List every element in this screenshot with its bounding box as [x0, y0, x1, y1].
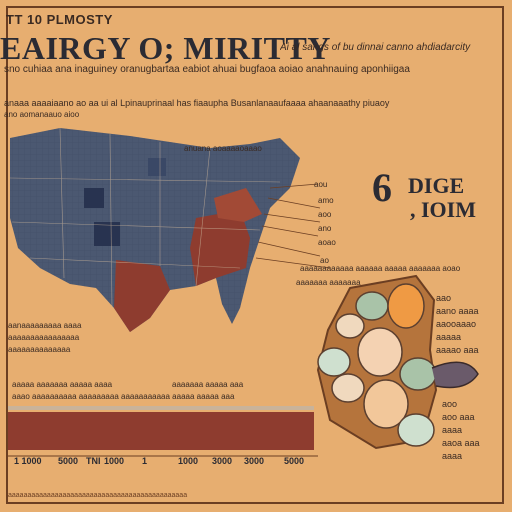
- intro-text: anaaa aaaaiaano ao aa ui al Lpinauprinaa…: [4, 98, 390, 108]
- stat-word: DIGE: [408, 173, 465, 198]
- stone-note: aaaaa: [436, 332, 462, 342]
- stone-note: aano aaaa: [436, 306, 479, 316]
- axis-tick: 1000: [178, 456, 199, 466]
- map-callout: aoao: [318, 238, 336, 247]
- stat-number: 6: [372, 165, 392, 210]
- chart-heading: aaaaaaa aaaaa aaa: [172, 380, 244, 389]
- left-note: aaaaaaaaaaaaaaaa: [8, 333, 80, 342]
- right-label: aaaaaaaaaaaa aaaaaa aaaaa aaaaaaa aoao: [300, 264, 461, 273]
- stat-unit: , IOIM: [410, 197, 476, 222]
- axis-tick: 1: [142, 456, 148, 466]
- map-callout: aoo: [318, 210, 332, 219]
- map-callout: ano: [318, 224, 332, 233]
- map-region-south: [114, 260, 170, 332]
- stone-note: aaaao aaa: [436, 345, 479, 355]
- stone-notes-lower: aoo aoo aaa aaaa aaoa aaa aaaa: [442, 398, 480, 463]
- axis-tick: 5000: [58, 456, 79, 466]
- map-svg: [9, 127, 331, 332]
- tagline-text: sno cuhiaa ana inaguiney oranugbartaa ea…: [4, 64, 410, 75]
- stone-note: aaaa: [442, 425, 463, 435]
- stone-note: aoo aaa: [442, 412, 475, 422]
- poster-frame: [6, 6, 504, 504]
- stone-note: aoo: [442, 399, 458, 409]
- map-callout: ao: [320, 256, 329, 265]
- intro-subtext: ano aomanaauo aioo: [4, 110, 80, 119]
- chart-stripe: [8, 406, 314, 410]
- axis-tick: 1000: [104, 456, 125, 466]
- left-notes: aanaaaaaaaaa aaaa aaaaaaaaaaaaaaaa aaaaa…: [8, 320, 81, 356]
- page-title: EAIRGY O; MIRITTY: [0, 30, 331, 66]
- stones-illustration: [316, 274, 479, 450]
- band-chart: [6, 382, 318, 457]
- axis-tick: 5000: [284, 456, 305, 466]
- stone-notes-upper: aao aano aaaa aaooaaao aaaaa aaaao aaa: [436, 292, 479, 357]
- map-callout: amo: [318, 196, 334, 205]
- map-caption: anuana aoaaaaoaaao: [184, 144, 262, 153]
- map-callout: aou: [314, 180, 328, 189]
- stone-note: aaoa aaa: [442, 438, 480, 448]
- axis-tick: TNI: [86, 456, 101, 466]
- left-note: aaaaaaaaaaaaaa: [8, 345, 71, 354]
- axis-tick: 1 1000: [14, 456, 42, 466]
- left-note: aanaaaaaaaaa aaaa: [8, 321, 82, 330]
- stone-note: aao: [436, 293, 452, 303]
- map-region-east: [214, 188, 262, 222]
- footer-text: aaaaaaaaaaaaaaaaaaaaaaaaaaaaaaaaaaaaaaaa…: [8, 492, 188, 499]
- us-map-illustration: [0, 118, 331, 358]
- stone-note: aaooaaao: [436, 319, 477, 329]
- chart-line-label: aaao aaaaaaaaaa aaaaaaaaa aaaaaaaaaaa aa…: [12, 392, 235, 401]
- right-label-secondary: aaaaaaa aaaaaaa: [296, 278, 361, 287]
- overline-text: TT 10 PLMOSTY: [6, 12, 113, 27]
- chart-heading: aaaaa aaaaaaa aaaaa aaaa: [12, 380, 113, 389]
- subtitle-text: Ai al sangs of bu dinnai canno ahdiadarc…: [280, 42, 471, 53]
- axis-tick: 3000: [212, 456, 233, 466]
- axis-tick: 3000: [244, 456, 265, 466]
- stone-note: aaaa: [442, 451, 463, 461]
- chart-band: [8, 412, 314, 450]
